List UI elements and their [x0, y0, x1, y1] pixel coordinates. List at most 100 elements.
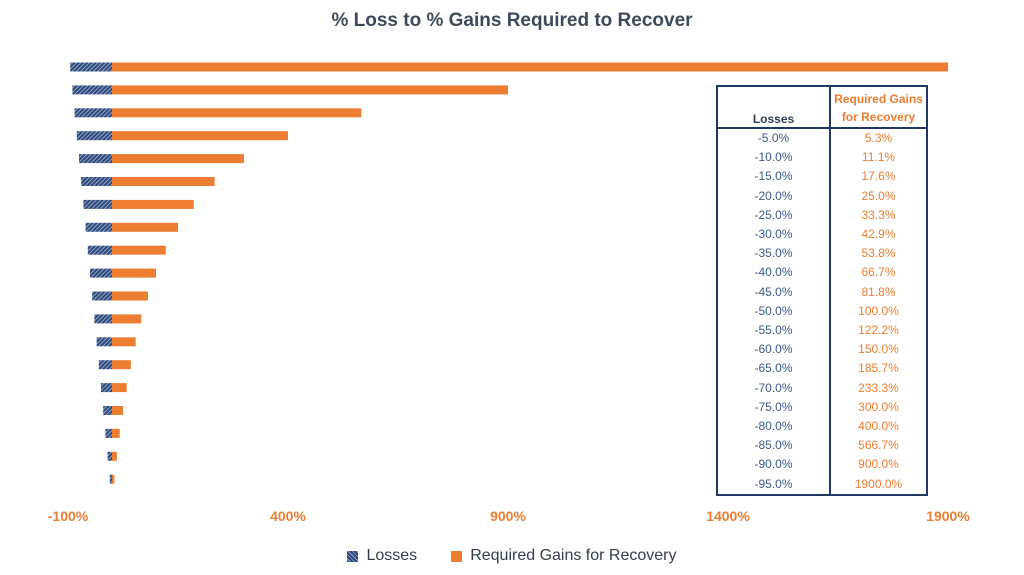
- table-cell-loss: -95.0%: [716, 474, 831, 495]
- loss-bar: [98, 360, 112, 370]
- table-cell-loss: -65.0%: [716, 359, 831, 379]
- table-row: -10.0% 11.1%: [716, 148, 928, 168]
- gains-column-header: Required Gains for Recovery: [829, 86, 928, 129]
- loss-bar: [76, 131, 112, 141]
- loss-bar: [81, 177, 112, 186]
- loss-bar: [105, 428, 112, 438]
- gain-bar: [112, 108, 362, 118]
- loss-bar: [92, 291, 112, 301]
- table-cell-loss: -35.0%: [716, 244, 831, 264]
- table-cell-loss: -5.0%: [716, 128, 831, 149]
- table-row: -5.0% 5.3%: [716, 128, 928, 149]
- table-row: -60.0% 150.0%: [716, 340, 928, 360]
- table-row: -65.0% 185.7%: [716, 359, 928, 379]
- table-row: -70.0% 233.3%: [716, 378, 928, 398]
- table-row: -75.0% 300.0%: [716, 397, 928, 418]
- table-row: -90.0% 900.0%: [716, 455, 928, 475]
- table-cell-gain: 100.0%: [829, 301, 928, 322]
- gains-swatch: [451, 550, 463, 562]
- table-cell-gain: 566.7%: [829, 436, 928, 456]
- gain-bar: [112, 314, 142, 324]
- table-cell-loss: -85.0%: [716, 436, 831, 456]
- table-cell-gain: 233.3%: [829, 378, 928, 398]
- gain-bar: [112, 177, 215, 186]
- table-row: -15.0% 17.6%: [716, 167, 928, 187]
- x-tick-label: -100%: [47, 508, 89, 524]
- gain-bar: [112, 474, 115, 484]
- gain-bar: [112, 199, 194, 209]
- table-row: -80.0% 400.0%: [716, 417, 928, 437]
- table-cell-loss: -80.0%: [716, 417, 831, 437]
- loss-bar: [90, 268, 112, 278]
- legend: Losses Required Gains for Recovery: [0, 547, 1024, 565]
- table-cell-gain: 17.6%: [829, 167, 928, 187]
- gains-header-line1: Required Gains: [834, 92, 923, 106]
- table-cell-gain: 1900.0%: [829, 474, 928, 495]
- gain-bar: [112, 154, 244, 164]
- gain-bar: [112, 85, 508, 95]
- table-cell-gain: 185.7%: [829, 359, 928, 379]
- losses-column-header: Losses: [716, 86, 831, 129]
- table-cell-loss: -25.0%: [716, 205, 831, 226]
- legend-item-losses: Losses: [347, 547, 417, 565]
- gain-bar: [112, 428, 120, 438]
- table-cell-loss: -20.0%: [716, 186, 831, 206]
- gain-bar: [112, 245, 166, 255]
- table-row: -40.0% 66.7%: [716, 263, 928, 283]
- gain-bar: [112, 291, 148, 301]
- table-cell-gain: 66.7%: [829, 263, 928, 283]
- legend-label-gains: Required Gains for Recovery: [470, 547, 677, 564]
- loss-bar: [96, 337, 112, 347]
- table-row: -85.0% 566.7%: [716, 436, 928, 456]
- table-cell-gain: 11.1%: [829, 148, 928, 168]
- x-tick-label: 1400%: [706, 508, 750, 524]
- table-cell-loss: -60.0%: [716, 340, 831, 360]
- table-row: -35.0% 53.8%: [716, 244, 928, 264]
- loss-bar: [87, 245, 112, 255]
- table-cell-loss: -75.0%: [716, 397, 831, 418]
- loss-bar: [107, 451, 112, 461]
- table-cell-loss: -45.0%: [716, 282, 831, 302]
- loss-bar: [109, 474, 112, 484]
- gain-bar: [112, 337, 136, 347]
- table-header-row: Losses Required Gains for Recovery: [716, 86, 928, 129]
- table-cell-loss: -50.0%: [716, 301, 831, 322]
- table-row: -95.0% 1900.0%: [716, 474, 928, 495]
- loss-bar: [94, 314, 112, 324]
- table-cell-loss: -40.0%: [716, 263, 831, 283]
- losses-swatch: [347, 550, 359, 562]
- gain-bar: [112, 268, 156, 278]
- loss-bar: [101, 383, 112, 393]
- x-tick-label: 1900%: [926, 508, 970, 524]
- bars-group: [70, 62, 948, 484]
- chart-title: % Loss to % Gains Required to Recover: [331, 10, 693, 31]
- gains-header-line2: for Recovery: [841, 110, 916, 124]
- table-cell-gain: 53.8%: [829, 244, 928, 264]
- gain-bar: [112, 406, 123, 415]
- table-cell-gain: 5.3%: [829, 128, 928, 149]
- gain-bar: [112, 451, 117, 461]
- loss-bar: [85, 222, 112, 232]
- table-cell-gain: 42.9%: [829, 225, 928, 245]
- loss-bar: [83, 199, 112, 209]
- recovery-table: Losses Required Gains for Recovery -5.0%…: [716, 85, 928, 496]
- gain-bar: [112, 222, 178, 232]
- legend-label-losses: Losses: [366, 547, 418, 564]
- table-row: -20.0% 25.0%: [716, 186, 928, 206]
- table-cell-loss: -55.0%: [716, 321, 831, 341]
- loss-bar: [74, 108, 112, 118]
- table-cell-loss: -90.0%: [716, 455, 831, 475]
- loss-bar: [70, 62, 112, 72]
- gain-bar: [112, 62, 948, 72]
- table-cell-gain: 150.0%: [829, 340, 928, 360]
- gain-bar: [112, 131, 288, 141]
- table-row: -50.0% 100.0%: [716, 301, 928, 322]
- loss-bar: [72, 85, 112, 95]
- table-row: -30.0% 42.9%: [716, 225, 928, 245]
- table-row: -55.0% 122.2%: [716, 321, 928, 341]
- table-cell-loss: -30.0%: [716, 225, 831, 245]
- table-cell-gain: 900.0%: [829, 455, 928, 475]
- table-cell-gain: 300.0%: [829, 397, 928, 418]
- x-tick-label: 400%: [270, 508, 306, 524]
